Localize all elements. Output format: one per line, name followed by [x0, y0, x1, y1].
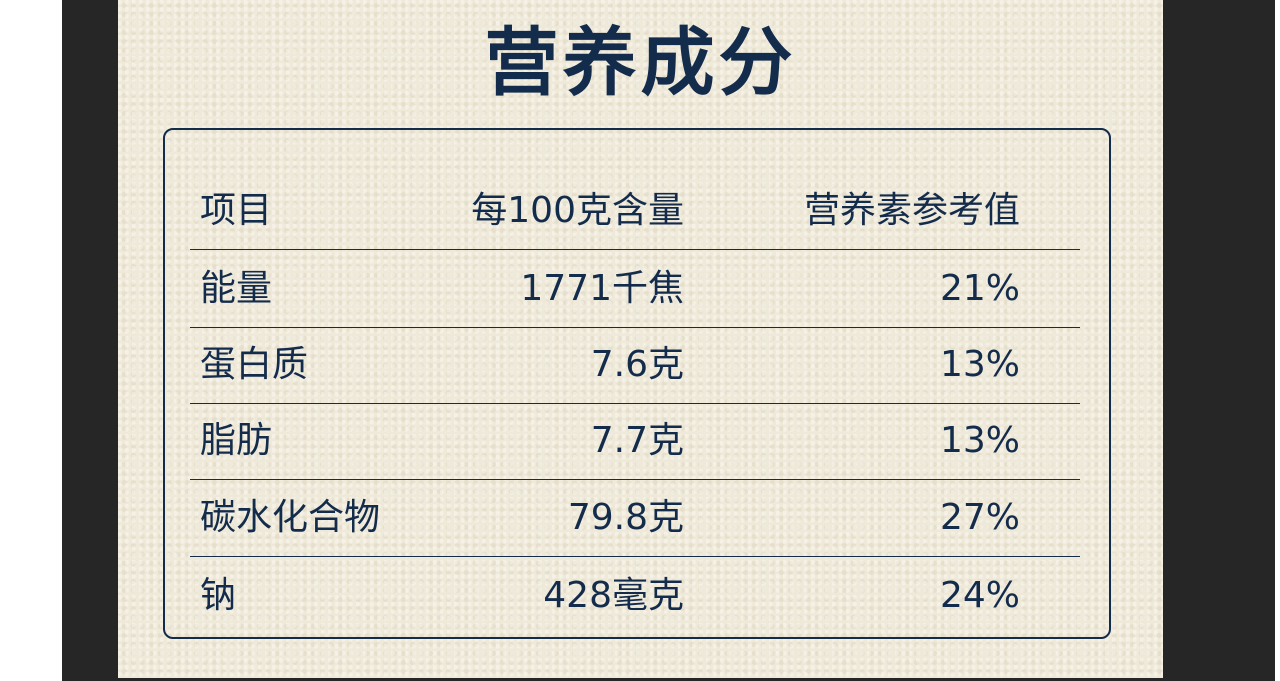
row-nrv: 13% [939, 420, 1020, 461]
row-amount: 428毫克 [543, 575, 684, 616]
left-dark-border [62, 0, 118, 681]
row-amount: 7.7克 [590, 420, 684, 461]
row-nrv: 24% [939, 575, 1020, 616]
row-nrv: 21% [939, 268, 1020, 309]
row-nrv: 13% [939, 344, 1020, 385]
table-row: 蛋白质 7.6克 13% [190, 327, 1080, 404]
right-white-edge [1275, 0, 1280, 681]
row-name: 蛋白质 [200, 344, 309, 385]
table-row: 脂肪 7.7克 13% [190, 403, 1080, 480]
header-amount: 每100克含量 [471, 190, 684, 231]
row-name: 碳水化合物 [200, 497, 381, 538]
header-nrv: 营养素参考值 [803, 190, 1020, 231]
row-amount: 1771千焦 [520, 268, 684, 309]
row-amount: 79.8克 [567, 497, 684, 538]
page-title: 营养成分 [484, 20, 797, 106]
row-amount: 7.6克 [590, 344, 684, 385]
table-row: 钠 428毫克 24% [190, 558, 1080, 634]
right-dark-border [1163, 0, 1280, 681]
nutrition-panel [118, 0, 1163, 681]
table-row: 能量 1771千焦 21% [190, 251, 1080, 328]
bottom-border [62, 678, 1163, 681]
header-item: 项目 [200, 190, 273, 231]
row-name: 能量 [200, 268, 273, 309]
row-name: 钠 [200, 575, 237, 616]
row-nrv: 27% [939, 497, 1020, 538]
table-row: 碳水化合物 79.8克 27% [190, 480, 1080, 557]
nutrition-table-frame [163, 128, 1111, 639]
table-header-row: 项目 每100克含量 营养素参考值 [190, 173, 1080, 250]
row-name: 脂肪 [200, 420, 273, 461]
